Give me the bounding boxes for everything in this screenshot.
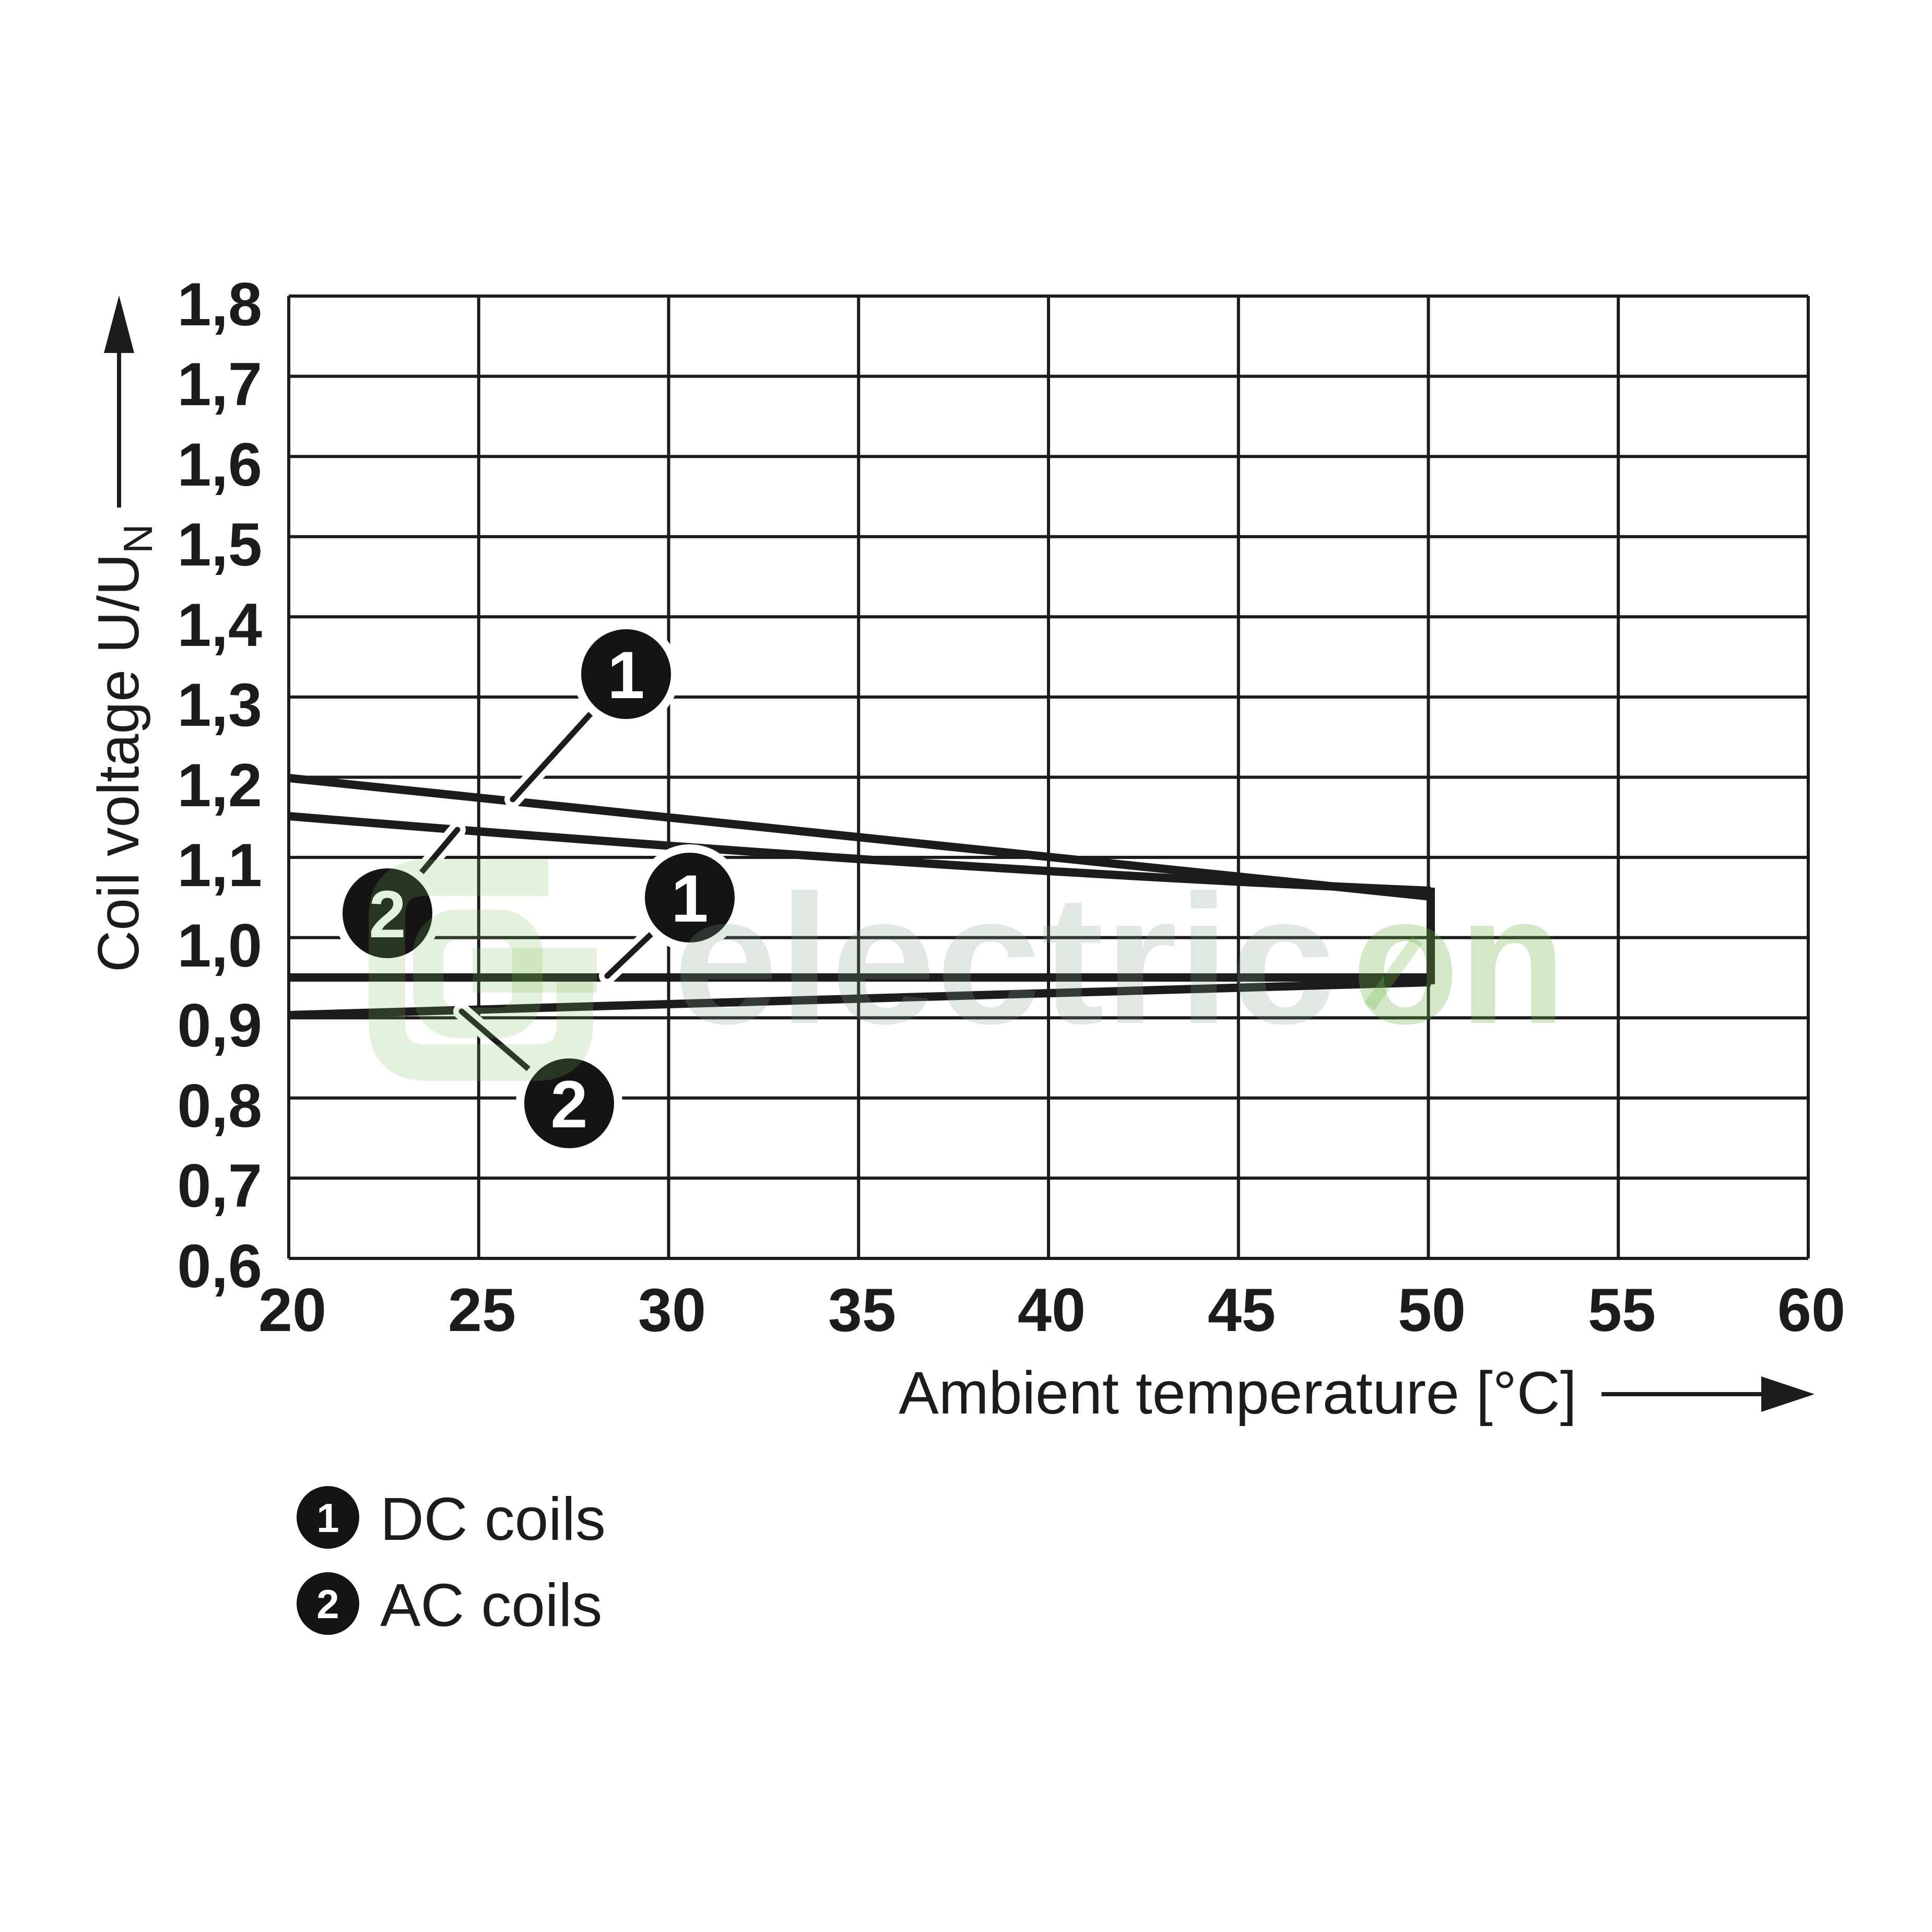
svg-text:2: 2 (369, 877, 406, 952)
svg-text:2: 2 (550, 1067, 587, 1142)
svg-text:1,3: 1,3 (177, 670, 262, 739)
svg-text:Coil voltage U/UN: Coil voltage U/UN (86, 524, 161, 972)
svg-text:0,7: 0,7 (177, 1151, 262, 1220)
svg-text:on: on (1352, 856, 1566, 1062)
svg-text:1,7: 1,7 (177, 350, 262, 418)
svg-text:1,8: 1,8 (177, 270, 262, 338)
svg-text:45: 45 (1208, 1276, 1276, 1344)
svg-text:1: 1 (607, 638, 644, 713)
svg-text:1,5: 1,5 (177, 510, 262, 579)
svg-text:20: 20 (258, 1276, 326, 1344)
svg-text:0,9: 0,9 (177, 991, 262, 1059)
svg-text:1: 1 (671, 862, 708, 936)
svg-text:Ambient temperature [°C]: Ambient temperature [°C] (899, 1360, 1577, 1427)
svg-text:DC coils: DC coils (380, 1485, 606, 1553)
svg-text:0,8: 0,8 (177, 1071, 262, 1140)
svg-text:1,6: 1,6 (177, 430, 262, 499)
svg-text:electric: electric (673, 856, 1335, 1062)
svg-text:30: 30 (638, 1276, 706, 1344)
svg-text:1: 1 (316, 1495, 339, 1541)
svg-text:1,2: 1,2 (177, 751, 262, 819)
svg-text:2: 2 (316, 1581, 339, 1627)
svg-text:0,6: 0,6 (177, 1232, 262, 1300)
svg-text:55: 55 (1588, 1276, 1656, 1344)
svg-text:40: 40 (1018, 1276, 1086, 1344)
svg-text:1,0: 1,0 (177, 911, 262, 980)
svg-text:AC coils: AC coils (380, 1571, 602, 1639)
svg-text:35: 35 (828, 1276, 896, 1344)
svg-text:1,1: 1,1 (177, 831, 262, 899)
svg-text:60: 60 (1777, 1276, 1845, 1344)
svg-text:25: 25 (448, 1276, 516, 1344)
svg-text:50: 50 (1398, 1276, 1466, 1344)
svg-text:1,4: 1,4 (177, 591, 262, 659)
